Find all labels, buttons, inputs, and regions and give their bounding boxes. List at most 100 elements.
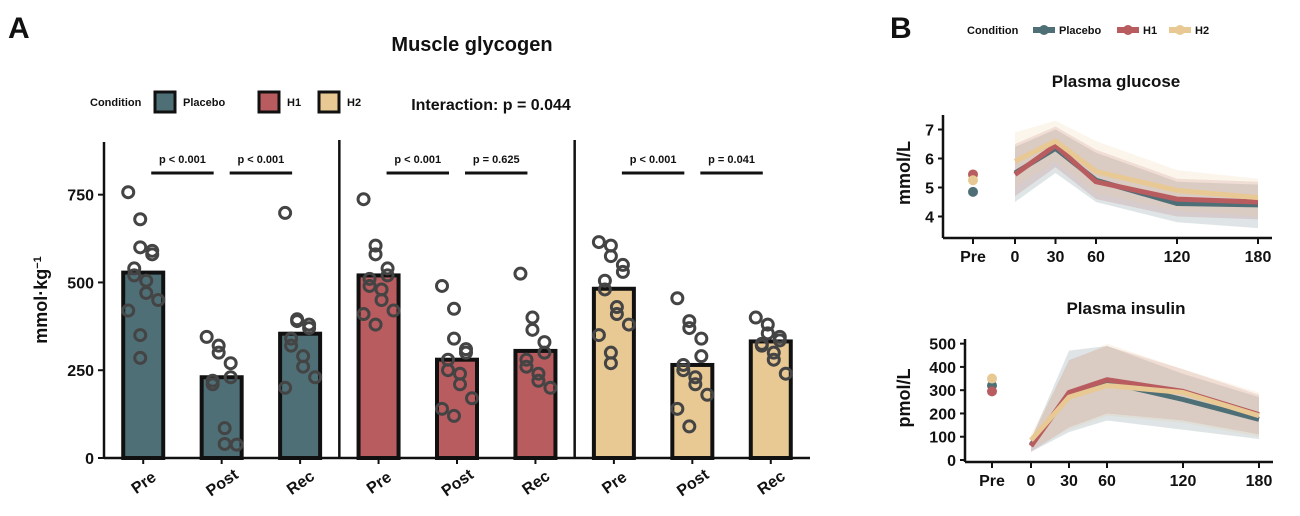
data-point-h1-pre xyxy=(368,238,383,253)
legend-marker-h1 xyxy=(1123,25,1133,35)
x-tick-label: Rec xyxy=(519,468,553,499)
glycogen-comparisons: p < 0.001 p < 0.001 p < 0.001 p = 0.625 p < … xyxy=(151,154,763,175)
legend-b-label-h2: H2 xyxy=(1195,25,1209,37)
data-point-h1-post xyxy=(453,377,467,392)
legend-b-label-placebo: Placebo xyxy=(1059,25,1101,37)
bar-h2-pre xyxy=(591,286,636,460)
x-tick-label: 180 xyxy=(1246,473,1273,490)
comparison-p-value: p < 0.001 xyxy=(394,154,441,166)
data-point-h1-post xyxy=(441,363,455,378)
data-point-h1-pre xyxy=(380,268,395,283)
data-point-placebo-rec xyxy=(296,359,311,374)
x-tick-label: 120 xyxy=(1164,249,1191,266)
comparison-p-value: p < 0.001 xyxy=(630,154,677,166)
data-point-h2-post xyxy=(688,377,703,392)
plasma-glucose-chart: Plasma glucose mmol/L 4 5 6 7 Pre 0 30 60 120 180 xyxy=(894,72,1272,266)
data-point-h2-post xyxy=(682,321,697,336)
y-tick-label: 250 xyxy=(67,363,94,380)
data-point-h2-post xyxy=(700,387,715,402)
data-point-h2-post xyxy=(676,357,691,372)
data-point-h1-post xyxy=(435,278,449,293)
data-point-h2-rec xyxy=(754,338,769,353)
data-point-h1-pre xyxy=(368,247,383,262)
x-tick-label: 30 xyxy=(1047,249,1065,266)
y-tick-label: 500 xyxy=(67,275,94,292)
legend-label-h2: H2 xyxy=(347,97,361,109)
y-tick-label: 500 xyxy=(929,337,956,354)
pre-point-placebo xyxy=(968,186,978,197)
data-point-h2-post xyxy=(682,314,697,329)
data-point-h2-post xyxy=(694,349,709,364)
legend-swatch-h2 xyxy=(317,90,341,114)
x-tick-label: Post xyxy=(203,466,242,500)
data-point-placebo-pre xyxy=(145,247,160,262)
plasma-legend: Condition Placebo H1 H2 xyxy=(967,25,1209,37)
data-point-h1-pre xyxy=(374,293,389,307)
x-tick-label: Rec xyxy=(755,468,789,499)
data-point-placebo-pre xyxy=(133,328,148,343)
data-point-h2-post xyxy=(688,370,703,385)
data-point-h1-pre xyxy=(386,303,401,318)
x-tick-label: Post xyxy=(439,466,478,500)
data-point-h2-pre xyxy=(609,300,624,315)
data-point-placebo-rec xyxy=(284,338,299,353)
data-point-placebo-post xyxy=(223,356,238,371)
data-point-placebo-pre xyxy=(133,212,148,227)
data-point-h2-pre xyxy=(609,307,624,322)
legend-swatch-h1 xyxy=(257,90,281,114)
series-line-h1 xyxy=(1013,142,1259,205)
legend-label-h1: H1 xyxy=(287,97,301,109)
data-point-placebo-post xyxy=(199,329,214,344)
comparison-p-value: p < 0.001 xyxy=(159,154,206,166)
data-point-placebo-rec xyxy=(278,380,293,395)
data-point-h1-pre xyxy=(356,307,371,322)
data-point-placebo-pre xyxy=(127,261,142,276)
data-point-h2-post xyxy=(670,291,685,306)
glycogen-y-label: mmol·kg−1 xyxy=(31,256,51,344)
data-point-h1-rec xyxy=(543,380,558,395)
glucose-y-label: mmol/L xyxy=(894,141,914,205)
glycogen-legend: Condition Placebo H1 H2 xyxy=(90,90,361,114)
muscle-glycogen-chart: Muscle glycogen Interaction: p = 0.044 C… xyxy=(31,34,810,500)
data-point-h1-pre xyxy=(362,271,377,286)
data-point-h1-post xyxy=(447,408,461,423)
panel-label-a: A xyxy=(8,12,30,45)
series-line-h2 xyxy=(1029,383,1260,442)
legend-marker-placebo xyxy=(1039,25,1049,35)
data-point-h1-pre xyxy=(368,317,383,332)
bar-placebo-post xyxy=(199,375,244,460)
data-point-h2-pre xyxy=(603,356,618,371)
data-point-h2-pre xyxy=(591,328,606,343)
legend-marker-h2 xyxy=(1175,25,1185,35)
data-point-h2-pre xyxy=(615,257,630,272)
data-point-placebo-pre xyxy=(133,350,148,365)
pre-point-h2 xyxy=(987,373,997,384)
bar-h2-rec xyxy=(748,339,793,461)
data-point-placebo-post xyxy=(223,370,238,385)
data-point-h2-pre xyxy=(591,235,606,250)
bar-placebo-pre xyxy=(121,270,166,461)
y-tick-label: 6 xyxy=(925,152,934,169)
data-point-h1-rec xyxy=(513,266,528,281)
legend-b-label-h1: H1 xyxy=(1143,25,1157,37)
ci-band-placebo xyxy=(1031,345,1259,452)
data-point-placebo-pre xyxy=(121,303,136,318)
glycogen-bars xyxy=(121,270,793,461)
data-point-h2-rec xyxy=(778,366,793,381)
data-point-h1-post xyxy=(435,401,449,416)
data-point-h2-post xyxy=(676,363,691,378)
data-point-placebo-post xyxy=(229,437,244,452)
ci-band-h1 xyxy=(1031,345,1259,452)
data-point-h2-rec xyxy=(766,352,781,367)
data-point-h2-rec xyxy=(748,310,763,325)
data-point-h1-rec xyxy=(531,373,546,388)
data-point-h1-rec xyxy=(525,322,540,337)
glycogen-title: Muscle glycogen xyxy=(391,34,552,56)
data-point-placebo-post xyxy=(211,345,226,360)
y-tick-label: 0 xyxy=(947,453,956,470)
data-point-placebo-rec xyxy=(290,314,305,329)
y-tick-label: 5 xyxy=(925,181,934,198)
x-tick-label: 180 xyxy=(1245,249,1272,266)
series-line-h2 xyxy=(1013,138,1259,201)
